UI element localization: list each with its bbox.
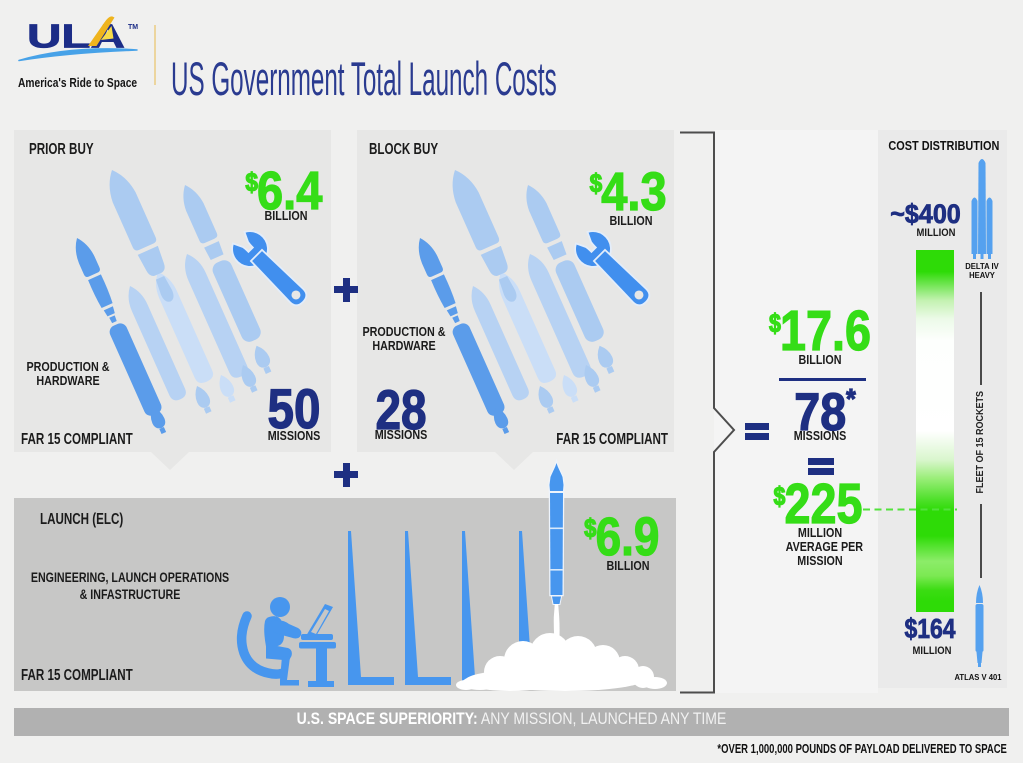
svg-text:TM: TM [128, 24, 138, 31]
